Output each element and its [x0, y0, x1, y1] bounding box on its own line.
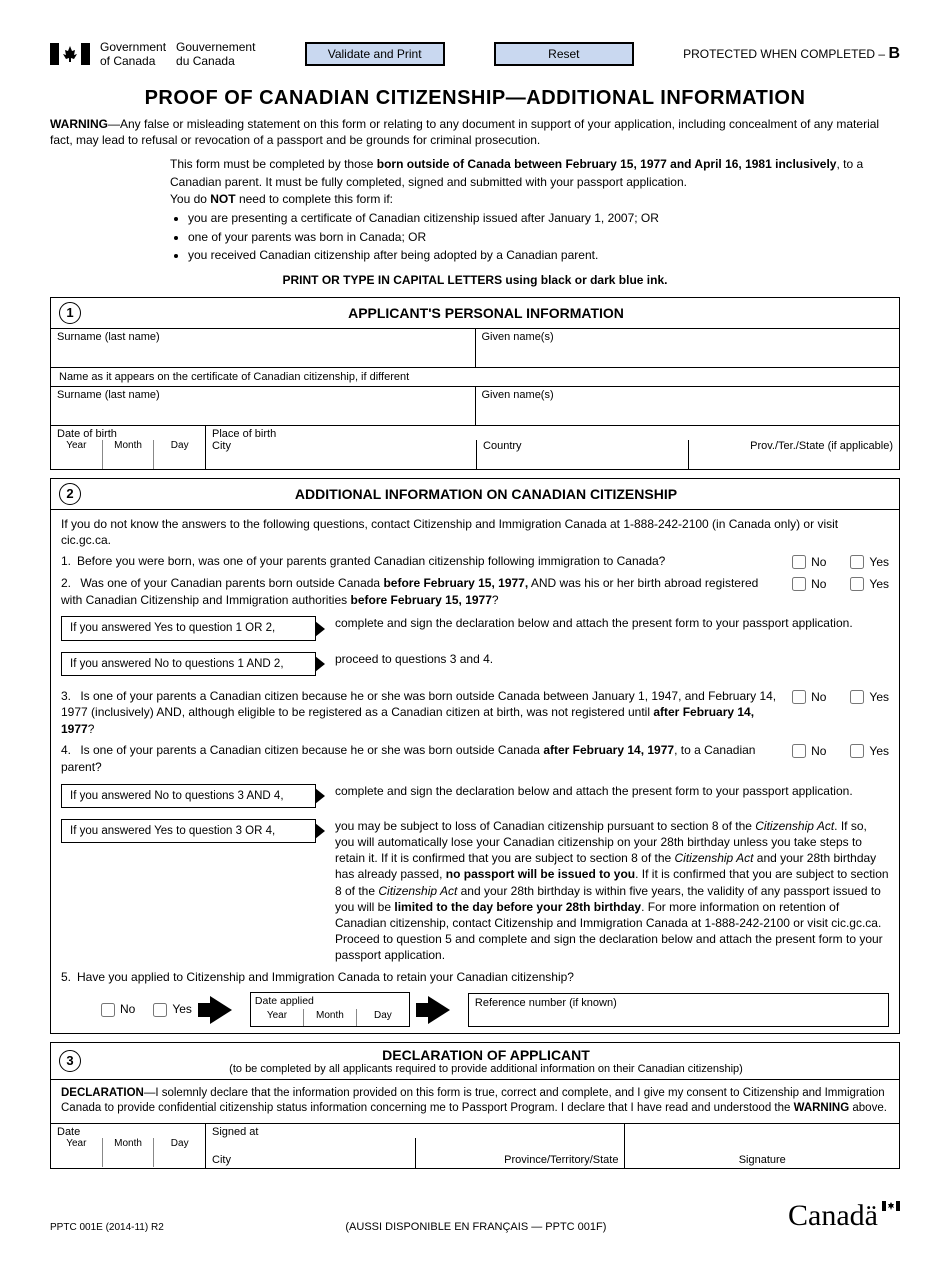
cond1-instruction: complete and sign the declaration below …: [335, 612, 889, 631]
header-row: Government of Canada Gouvernement du Can…: [50, 40, 900, 69]
section-3-subtitle: (to be completed by all applicants requi…: [81, 1063, 891, 1075]
arrow-icon: [315, 788, 325, 804]
q4-yes[interactable]: Yes: [850, 743, 889, 760]
pob-label: Place of birth: [206, 426, 899, 440]
gov-en-1: Government: [100, 40, 166, 54]
surname-input[interactable]: [57, 343, 469, 361]
pob-city-label: City: [206, 440, 477, 469]
q5-yes[interactable]: Yes: [153, 1001, 192, 1018]
q4-no[interactable]: No: [792, 743, 826, 760]
sig-year-label: Year: [66, 1138, 86, 1149]
intro-block: This form must be completed by those bor…: [170, 156, 900, 264]
cond-yes-3or4: If you answered Yes to question 3 OR 4,: [61, 819, 316, 843]
alt-surname-input[interactable]: [57, 401, 469, 419]
dob-day-input[interactable]: [156, 451, 203, 465]
arrow-icon: [315, 823, 325, 839]
alt-given-label: Given name(s): [482, 389, 894, 401]
intro-bullet: you are presenting a certificate of Cana…: [188, 210, 900, 227]
dob-year-label: Year: [66, 440, 86, 451]
alt-given-input[interactable]: [482, 401, 894, 419]
surname-label: Surname (last name): [57, 331, 469, 343]
s2-intro: If you do not know the answers to the fo…: [61, 516, 889, 550]
q2-yes[interactable]: Yes: [850, 576, 889, 593]
signature-box[interactable]: Signature: [625, 1124, 899, 1168]
gov-fr-2: du Canada: [176, 54, 235, 68]
sig-date-label: Date: [51, 1124, 205, 1138]
dob-month-input[interactable]: [105, 451, 152, 465]
q5-no[interactable]: No: [101, 1001, 135, 1018]
protected-marking: PROTECTED WHEN COMPLETED – B: [683, 45, 900, 63]
page-title: PROOF OF CANADIAN CITIZENSHIP—ADDITIONAL…: [50, 87, 900, 110]
section-2-title: ADDITIONAL INFORMATION ON CANADIAN CITIZ…: [81, 486, 891, 502]
section-2-number: 2: [59, 483, 81, 505]
da-day[interactable]: Day: [357, 1009, 409, 1026]
section-2: 2 ADDITIONAL INFORMATION ON CANADIAN CIT…: [50, 478, 900, 1034]
q1-text: Before you were born, was one of your pa…: [77, 554, 665, 568]
pob-country-label: Country: [477, 440, 688, 469]
cond4-instruction: you may be subject to loss of Canadian c…: [335, 815, 889, 964]
given-names-label: Given name(s): [482, 331, 894, 343]
dob-label: Date of birth: [51, 426, 205, 440]
government-brand: Government of Canada Gouvernement du Can…: [50, 40, 255, 69]
q5-text: Have you applied to Citizenship and Immi…: [77, 970, 574, 984]
da-year[interactable]: Year: [251, 1009, 304, 1026]
alt-name-note: Name as it appears on the certificate of…: [51, 368, 899, 387]
section-3-title: DECLARATION OF APPLICANT: [81, 1047, 891, 1063]
section-3: 3 DECLARATION OF APPLICANT (to be comple…: [50, 1042, 900, 1169]
wordmark-flag-icon: [882, 1201, 900, 1211]
q2-no[interactable]: No: [792, 576, 826, 593]
da-month[interactable]: Month: [304, 1009, 357, 1026]
q3-yes[interactable]: Yes: [850, 689, 889, 706]
form-code: PPTC 001E (2014-11) R2: [50, 1222, 164, 1233]
q3-text: Is one of your parents a Canadian citize…: [61, 689, 776, 737]
q1-no[interactable]: No: [792, 554, 826, 571]
gov-fr-1: Gouvernement: [176, 40, 255, 54]
signed-pts-label: Province/Territory/State: [416, 1138, 625, 1168]
declaration-text: DECLARATION—I solemnly declare that the …: [51, 1080, 899, 1123]
footer: PPTC 001E (2014-11) R2 (AUSSI DISPONIBLE…: [50, 1199, 900, 1233]
warning-text: WARNING—Any false or misleading statemen…: [50, 116, 900, 148]
signed-at-label: Signed at: [206, 1124, 624, 1138]
big-arrow-icon: [428, 996, 450, 1024]
sig-day-input[interactable]: [156, 1149, 203, 1163]
dob-day-label: Day: [171, 440, 189, 451]
sig-month-input[interactable]: [105, 1149, 152, 1163]
sig-year-input[interactable]: [53, 1149, 100, 1163]
cond2-instruction: proceed to questions 3 and 4.: [335, 648, 889, 667]
canada-flag-icon: [50, 43, 90, 65]
cond-no-1and2: If you answered No to questions 1 AND 2,: [61, 652, 316, 676]
signed-city-label: City: [206, 1138, 416, 1168]
reset-button[interactable]: Reset: [494, 42, 634, 66]
pob-prov-label: Prov./Ter./State (if applicable): [689, 440, 899, 469]
q3-no[interactable]: No: [792, 689, 826, 706]
q4-text: Is one of your parents a Canadian citize…: [61, 743, 755, 774]
date-applied-box: Date applied Year Month Day: [250, 992, 410, 1027]
alt-surname-label: Surname (last name): [57, 389, 469, 401]
section-1-title: APPLICANT'S PERSONAL INFORMATION: [81, 305, 891, 321]
cond-no-3and4: If you answered No to questions 3 AND 4,: [61, 784, 316, 808]
arrow-icon: [315, 656, 325, 672]
q1-yes[interactable]: Yes: [850, 554, 889, 571]
section-1-number: 1: [59, 302, 81, 324]
sig-day-label: Day: [171, 1138, 189, 1149]
sig-month-label: Month: [114, 1138, 142, 1149]
canada-wordmark: Canadä: [788, 1199, 900, 1233]
intro-bullet: one of your parents was born in Canada; …: [188, 229, 900, 246]
intro-bullet: you received Canadian citizenship after …: [188, 247, 900, 264]
cond-yes-1or2: If you answered Yes to question 1 OR 2,: [61, 616, 316, 640]
dob-month-label: Month: [114, 440, 142, 451]
gov-en-2: of Canada: [100, 54, 155, 68]
section-1: 1 APPLICANT'S PERSONAL INFORMATION Surna…: [50, 297, 900, 470]
dob-year-input[interactable]: [53, 451, 100, 465]
cond3-instruction: complete and sign the declaration below …: [335, 780, 889, 799]
section-3-number: 3: [59, 1050, 81, 1072]
also-available-fr: (AUSSI DISPONIBLE EN FRANÇAIS — PPTC 001…: [164, 1221, 788, 1233]
given-names-input[interactable]: [482, 343, 894, 361]
q2-text: Was one of your Canadian parents born ou…: [61, 576, 758, 607]
arrow-icon: [315, 621, 325, 637]
validate-print-button[interactable]: Validate and Print: [305, 42, 445, 66]
big-arrow-icon: [210, 996, 232, 1024]
reference-number-box[interactable]: Reference number (if known): [468, 993, 889, 1027]
print-instructions: PRINT OR TYPE IN CAPITAL LETTERS using b…: [50, 273, 900, 287]
